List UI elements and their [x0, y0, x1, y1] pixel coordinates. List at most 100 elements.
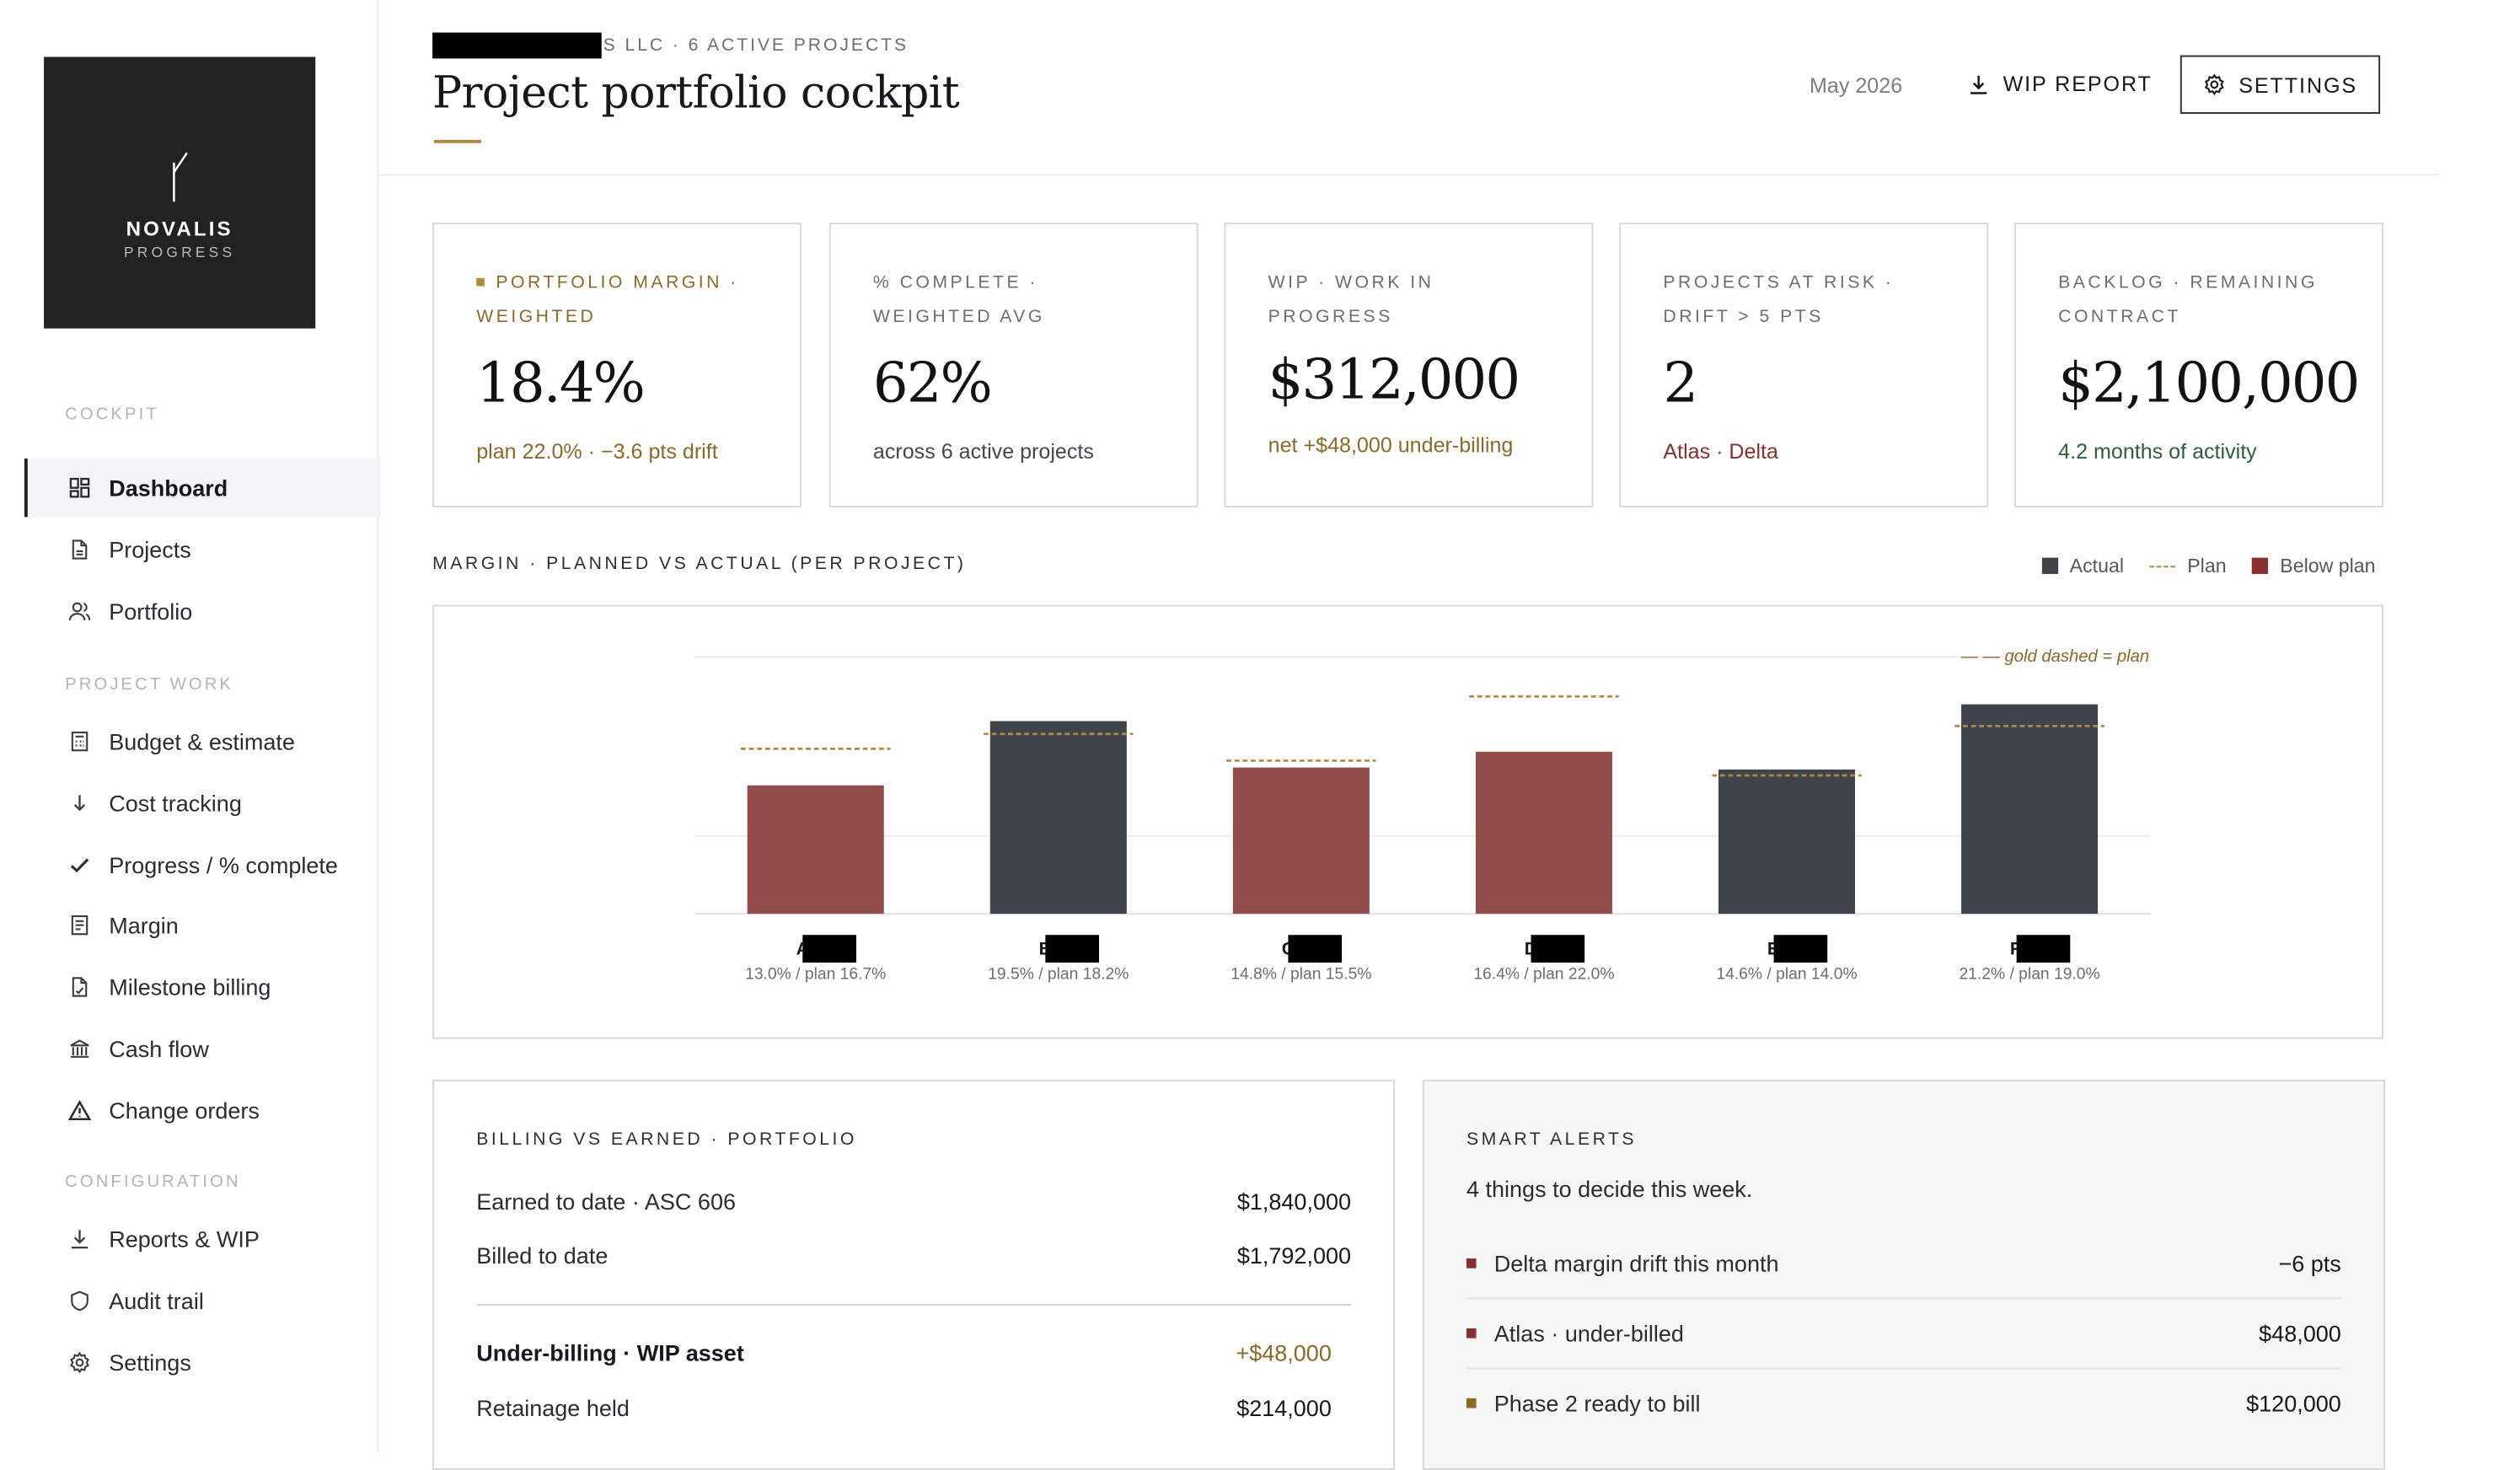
- kpi-sub: 4.2 months of activity: [2058, 438, 2257, 464]
- kpi-sub: Atlas · Delta: [1663, 438, 1778, 464]
- period-label[interactable]: May 2026: [1810, 72, 1903, 98]
- kpi-sub: net +$48,000 under-billing: [1268, 432, 1514, 458]
- redaction-box: [1531, 935, 1585, 963]
- kpi-portfolio-margin[interactable]: PORTFOLIO MARGIN · WEIGHTED 18.4% plan 2…: [432, 223, 802, 507]
- kpi-label: BACKLOG · REMAINING CONTRACT: [2058, 273, 2318, 327]
- alert-value: −6 pts: [2278, 1250, 2341, 1277]
- alerts-intro: 4 things to decide this week.: [1466, 1175, 1753, 1202]
- sidebar-item-cash-flow[interactable]: Cash flow: [24, 1020, 378, 1078]
- bar-a: [747, 785, 884, 915]
- sidebar-item-label: Portfolio: [109, 598, 193, 625]
- alert-item[interactable]: Delta margin drift this month −6 pts: [1466, 1229, 2341, 1300]
- document-icon: [68, 539, 91, 561]
- redaction-box: [1045, 935, 1100, 963]
- settings-button[interactable]: SETTINGS: [2180, 55, 2381, 115]
- sidebar-item-label: Settings: [109, 1349, 191, 1376]
- data-label: 14.8% / plan 15.5%: [1231, 965, 1371, 983]
- sidebar-item-label: Projects: [109, 536, 191, 563]
- billing-row-retainage: Retainage held $214,000: [476, 1395, 1332, 1421]
- alert-marker-icon: [1466, 1258, 1477, 1269]
- billing-row-label: Under-billing · WIP asset: [476, 1339, 744, 1366]
- status-dot-icon: [476, 277, 485, 286]
- alert-item[interactable]: Atlas · under-billed $48,000: [1466, 1299, 2341, 1370]
- sidebar-item-reports[interactable]: Reports & WIP: [24, 1210, 378, 1268]
- billing-panel: BILLING VS EARNED · PORTFOLIO Earned to …: [432, 1079, 1396, 1470]
- sidebar-item-label: Reports & WIP: [109, 1226, 260, 1253]
- data-label: 19.5% / plan 18.2%: [988, 965, 1129, 983]
- check-icon: [68, 854, 91, 877]
- title-underline: [434, 139, 481, 143]
- breadcrumb-text: S LLC · 6 ACTIVE PROJECTS: [603, 35, 909, 56]
- billing-row-label: Billed to date: [476, 1242, 609, 1269]
- sidebar-item-audit-trail[interactable]: Audit trail: [24, 1272, 378, 1330]
- calculator-icon: [68, 730, 91, 753]
- billing-row-value: $214,000: [1236, 1395, 1332, 1421]
- legend-plan-label: Plan: [2187, 554, 2227, 577]
- sidebar-item-label: Change orders: [109, 1097, 260, 1124]
- redaction-box: [802, 935, 856, 963]
- sidebar-item-cost-tracking[interactable]: Cost tracking: [24, 774, 378, 832]
- billing-row-label: Earned to date · ASC 606: [476, 1188, 737, 1215]
- kpi-label: % COMPLETE · WEIGHTED AVG: [872, 273, 1045, 327]
- data-label: 13.0% / plan 16.7%: [745, 965, 886, 983]
- data-label: 16.4% / plan 22.0%: [1473, 965, 1614, 983]
- legend-below-swatch: [2252, 557, 2269, 574]
- sidebar-item-budget[interactable]: Budget & estimate: [24, 712, 378, 770]
- bar-d: [1475, 751, 1612, 915]
- sidebar-item-dashboard[interactable]: Dashboard: [24, 458, 381, 518]
- billing-row-billed: Billed to date $1,792,000: [476, 1242, 1351, 1269]
- gear-icon: [2204, 73, 2224, 96]
- gear-icon: [68, 1351, 91, 1374]
- nav-section-configuration: CONFIGURATION: [65, 1172, 241, 1192]
- kpi-wip[interactable]: WIP · WORK IN PROGRESS $312,000 net +$48…: [1224, 223, 1594, 507]
- brand-name: NOVALIS: [126, 217, 233, 240]
- sidebar-item-label: Cash flow: [109, 1035, 209, 1062]
- kpi-sub: across 6 active projects: [872, 438, 1094, 464]
- grid-icon: [68, 476, 91, 499]
- kpi-sub: plan 22.0% · −3.6 pts drift: [476, 438, 718, 464]
- shield-icon: [68, 1290, 91, 1312]
- alert-marker-icon: [1466, 1328, 1477, 1339]
- chart-section-title: MARGIN · PLANNED VS ACTUAL (PER PROJECT): [432, 554, 967, 574]
- sidebar-item-label: Milestone billing: [109, 974, 271, 1001]
- kpi-value: 62%: [872, 351, 993, 416]
- sidebar-item-projects[interactable]: Projects: [24, 520, 378, 578]
- alerts-title: SMART ALERTS: [1466, 1129, 1638, 1150]
- legend-plan-swatch: [2149, 565, 2176, 567]
- brand-logo[interactable]: NOVALIS PROGRESS: [44, 56, 316, 329]
- sidebar-item-margin[interactable]: Margin: [24, 896, 378, 954]
- page-header: S LLC · 6 ACTIVE PROJECTS Project portfo…: [377, 0, 2439, 176]
- alert-item[interactable]: Phase 2 ready to bill $120,000: [1466, 1369, 2341, 1437]
- bar-c: [1232, 767, 1370, 915]
- kpi-value: $2,100,000: [2058, 351, 2360, 416]
- bar-e: [1718, 769, 1856, 915]
- sidebar-item-label: Progress / % complete: [109, 851, 338, 878]
- kpi-label: PORTFOLIO MARGIN · WEIGHTED: [476, 273, 739, 327]
- sidebar-item-settings[interactable]: Settings: [24, 1333, 378, 1392]
- sidebar-item-label: Audit trail: [109, 1287, 204, 1314]
- redaction-box: [1288, 935, 1343, 963]
- sidebar-item-progress[interactable]: Progress / % complete: [24, 836, 378, 894]
- chart-annotation: — — gold dashed = plan: [1960, 647, 2149, 666]
- chart-legend: Actual Plan Below plan: [2041, 554, 2376, 577]
- wip-report-button[interactable]: WIP REPORT: [1967, 72, 2153, 96]
- sidebar-item-portfolio[interactable]: Portfolio: [24, 582, 378, 641]
- sidebar-item-change-orders[interactable]: Change orders: [24, 1081, 378, 1140]
- redaction-box: [2016, 935, 2071, 963]
- download-icon: [68, 1227, 91, 1250]
- alert-marker-icon: [1466, 1398, 1477, 1408]
- billing-row-under-billing: Under-billing · WIP asset +$48,000: [476, 1340, 1332, 1366]
- kpi-projects-at-risk[interactable]: PROJECTS AT RISK · DRIFT > 5 PTS 2 Atlas…: [1619, 223, 1989, 507]
- legend-actual-swatch: [2041, 557, 2059, 574]
- kpi-percent-complete[interactable]: % COMPLETE · WEIGHTED AVG 62% across 6 a…: [828, 223, 1198, 507]
- alert-label: Atlas · under-billed: [1493, 1320, 1684, 1347]
- sidebar-item-label: Budget & estimate: [109, 728, 295, 755]
- sidebar-item-milestone-billing[interactable]: Milestone billing: [24, 958, 378, 1016]
- nav-section-project-work: PROJECT WORK: [65, 674, 234, 695]
- sidebar-item-label: Margin: [109, 912, 179, 939]
- kpi-backlog[interactable]: BACKLOG · REMAINING CONTRACT $2,100,000 …: [2014, 223, 2383, 507]
- margin-chart: — — gold dashed = plan A 13.0% / plan 16.7…: [432, 604, 2383, 1039]
- brand-tagline: PROGRESS: [123, 243, 236, 260]
